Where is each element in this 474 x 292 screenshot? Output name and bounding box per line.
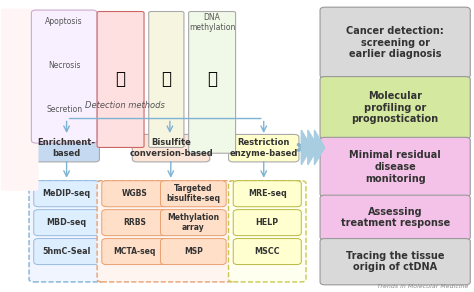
- Text: Cancer detection:
screening or
earlier diagnosis: Cancer detection: screening or earlier d…: [346, 26, 444, 59]
- Text: Detection methods: Detection methods: [85, 101, 165, 110]
- Text: DNA
methylation: DNA methylation: [189, 13, 235, 32]
- FancyBboxPatch shape: [132, 134, 210, 162]
- Polygon shape: [314, 130, 325, 165]
- Text: MSCC: MSCC: [255, 247, 280, 256]
- FancyBboxPatch shape: [320, 77, 470, 139]
- FancyBboxPatch shape: [189, 11, 236, 153]
- Text: 🧬: 🧬: [207, 70, 217, 88]
- FancyBboxPatch shape: [97, 181, 233, 282]
- FancyBboxPatch shape: [102, 181, 167, 207]
- Polygon shape: [308, 130, 318, 165]
- Text: WGBS: WGBS: [122, 189, 147, 198]
- Text: Bisulfite
conversion-based: Bisulfite conversion-based: [129, 138, 213, 158]
- Text: Targeted
bisulfite-seq: Targeted bisulfite-seq: [166, 184, 220, 204]
- Text: Tracing the tissue
origin of ctDNA: Tracing the tissue origin of ctDNA: [346, 251, 445, 272]
- Text: 🩸: 🩸: [116, 70, 126, 88]
- FancyBboxPatch shape: [320, 239, 470, 285]
- Text: Restriction
enzyme-based: Restriction enzyme-based: [229, 138, 298, 158]
- FancyBboxPatch shape: [34, 239, 100, 265]
- FancyBboxPatch shape: [228, 181, 306, 282]
- Text: Apoptosis: Apoptosis: [46, 17, 83, 26]
- FancyBboxPatch shape: [320, 7, 470, 78]
- Text: RRBS: RRBS: [123, 218, 146, 227]
- FancyBboxPatch shape: [228, 134, 299, 162]
- FancyBboxPatch shape: [320, 195, 470, 240]
- FancyBboxPatch shape: [320, 137, 470, 197]
- FancyBboxPatch shape: [102, 210, 167, 236]
- FancyBboxPatch shape: [102, 239, 167, 265]
- Text: MRE-seq: MRE-seq: [248, 189, 287, 198]
- Text: Trends in Molecular Medicine: Trends in Molecular Medicine: [376, 284, 468, 289]
- Text: Necrosis: Necrosis: [48, 60, 81, 69]
- FancyBboxPatch shape: [161, 181, 226, 207]
- FancyBboxPatch shape: [29, 181, 104, 282]
- FancyBboxPatch shape: [34, 181, 100, 207]
- FancyBboxPatch shape: [97, 11, 144, 147]
- FancyBboxPatch shape: [233, 239, 301, 265]
- Text: Enrichment-
based: Enrichment- based: [37, 138, 96, 158]
- Polygon shape: [301, 130, 311, 165]
- Text: Secretion: Secretion: [46, 105, 82, 114]
- Text: MCTA-seq: MCTA-seq: [113, 247, 156, 256]
- Text: Minimal residual
disease
monitoring: Minimal residual disease monitoring: [349, 150, 441, 184]
- Text: MBD-seq: MBD-seq: [46, 218, 87, 227]
- Text: Assessing
treatment response: Assessing treatment response: [340, 207, 450, 228]
- FancyBboxPatch shape: [149, 11, 184, 147]
- Text: MeDIP-seq: MeDIP-seq: [43, 189, 91, 198]
- FancyBboxPatch shape: [233, 181, 301, 207]
- FancyBboxPatch shape: [161, 210, 226, 236]
- Text: 5hmC-Seal: 5hmC-Seal: [42, 247, 91, 256]
- Text: Molecular
profiling or
prognostication: Molecular profiling or prognostication: [352, 91, 439, 124]
- FancyBboxPatch shape: [31, 10, 97, 143]
- FancyBboxPatch shape: [161, 239, 226, 265]
- Text: HELP: HELP: [255, 218, 279, 227]
- Text: Methylation
array: Methylation array: [167, 213, 219, 232]
- Text: 🧪: 🧪: [161, 70, 171, 88]
- FancyBboxPatch shape: [233, 210, 301, 236]
- FancyBboxPatch shape: [34, 134, 100, 162]
- FancyBboxPatch shape: [1, 9, 38, 191]
- Text: MSP: MSP: [184, 247, 203, 256]
- FancyBboxPatch shape: [34, 210, 100, 236]
